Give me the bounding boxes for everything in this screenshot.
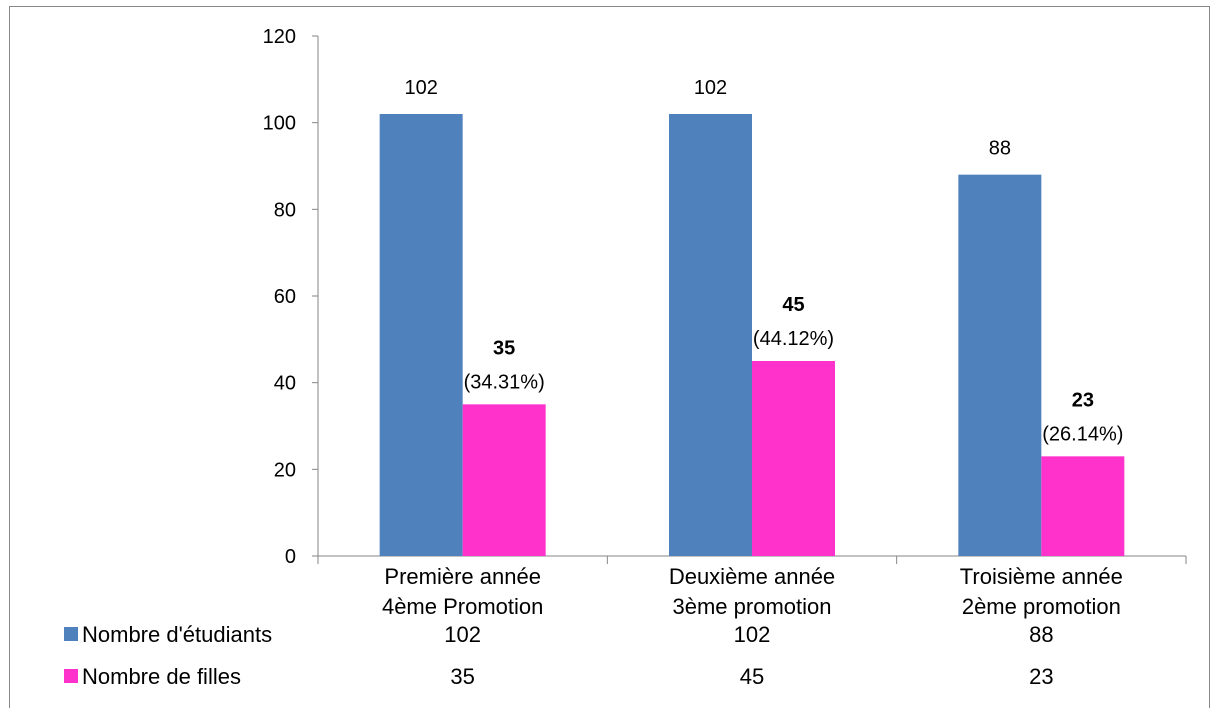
table-cell: 45 [740,664,764,689]
data-label-students: 102 [404,77,437,99]
data-table: Nombre d'étudiants 102 102 88 Nombre de fill… [64,622,1054,689]
y-tick-label: 0 [285,546,296,568]
table-cell: 102 [444,622,481,647]
category-label: 2ème promotion [962,594,1121,619]
legend-key-girls [64,669,78,683]
chart-frame [9,6,1210,708]
bar-girls [462,404,546,556]
table-cell: 88 [1029,622,1053,647]
bar-girls [1041,456,1125,556]
data-label-girls-percent: (26.14%) [1042,423,1123,445]
data-labels: 102 35 (34.31%) 102 45 (44.12%) 88 23 (26.14%) [404,77,1123,445]
data-label-girls-percent: (34.31%) [464,371,545,393]
data-label-students: 88 [989,138,1011,160]
data-label-students: 102 [694,77,727,99]
bar-students [958,174,1042,556]
y-tick-label: 20 [274,459,296,481]
y-tick-label: 80 [274,199,296,221]
category-label: Deuxième année [669,564,835,589]
bar-girls [752,361,835,556]
y-tick-label: 100 [263,113,296,135]
table-cell: 102 [734,622,771,647]
x-axis: Première année 4ème Promotion Deuxième ann… [317,555,1187,619]
bars [379,114,1125,556]
legend-key-students [64,627,78,641]
table-cell: 35 [450,664,474,689]
y-tick-label: 60 [274,286,296,308]
data-label-girls-count: 23 [1072,389,1094,411]
category-label: Troisième année [960,564,1123,589]
category-label: Première année [384,564,541,589]
data-label-girls-count: 45 [782,294,804,316]
data-label-girls-count: 35 [493,337,515,359]
data-label-girls-percent: (44.12%) [753,328,834,350]
y-axis: 0 20 40 60 80 100 120 [263,26,319,568]
category-label: 3ème promotion [673,594,832,619]
category-label: 4ème Promotion [382,594,543,619]
y-tick-label: 120 [263,26,296,48]
bar-students [669,114,752,556]
y-tick-label: 40 [274,373,296,395]
legend-label-girls: Nombre de filles [82,664,241,689]
bar-students [379,114,463,556]
legend-label-students: Nombre d'étudiants [82,622,272,647]
table-cell: 23 [1029,664,1053,689]
